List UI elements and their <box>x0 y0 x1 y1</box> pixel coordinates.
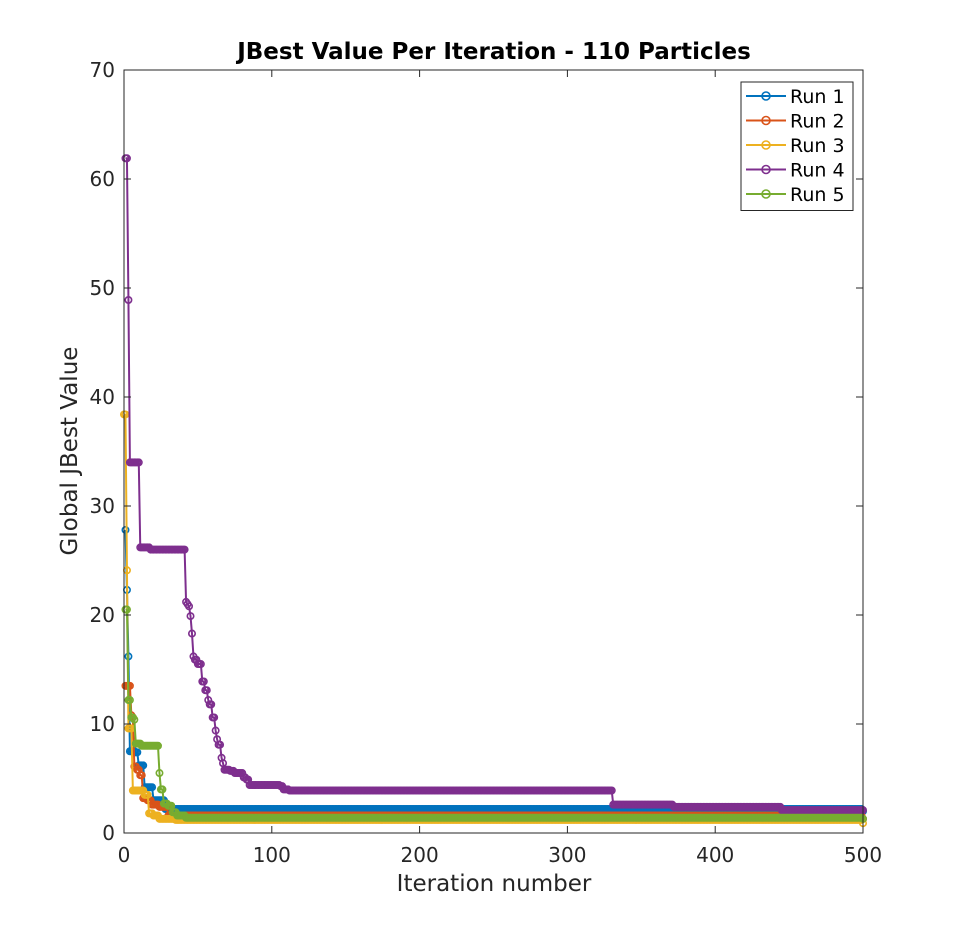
series-4 <box>121 154 867 815</box>
data-point <box>137 771 146 780</box>
data-point <box>186 612 195 621</box>
data-point <box>139 761 148 770</box>
x-tick-label: 100 <box>253 843 291 867</box>
data-point <box>153 741 162 750</box>
x-tick-label: 400 <box>696 843 734 867</box>
data-point <box>607 786 616 795</box>
x-tick-label: 300 <box>548 843 586 867</box>
data-point <box>187 629 196 638</box>
data-point <box>211 726 220 735</box>
legend-item: Run 1 <box>746 86 845 108</box>
legend-label: Run 1 <box>790 86 845 108</box>
data-point <box>148 783 157 792</box>
data-point <box>130 715 139 724</box>
legend-marker <box>761 140 771 150</box>
y-tick-label: 70 <box>90 58 115 82</box>
data-series-layer <box>120 154 867 828</box>
chart-title: JBest Value Per Iteration - 110 Particle… <box>235 39 751 65</box>
data-point <box>210 713 219 722</box>
legend-marker <box>761 115 771 126</box>
legend-label: Run 3 <box>790 135 845 157</box>
legend-label: Run 2 <box>790 111 845 133</box>
y-tick-label: 10 <box>90 712 115 736</box>
y-tick-label: 20 <box>90 603 115 627</box>
data-point <box>125 696 134 705</box>
data-point <box>207 700 216 709</box>
data-point <box>199 677 208 686</box>
y-tick-label: 0 <box>102 821 115 845</box>
y-axis-label: Global JBest Value <box>57 347 83 556</box>
data-point <box>180 545 189 554</box>
data-point <box>155 769 164 778</box>
legend-item: Run 2 <box>746 111 845 133</box>
x-axis-label: Iteration number <box>397 871 592 897</box>
legend-marker <box>761 91 771 101</box>
data-point <box>196 660 205 669</box>
data-point <box>202 686 211 695</box>
legend-item: Run 3 <box>746 135 845 157</box>
data-point <box>134 458 143 467</box>
legend-marker <box>761 189 771 199</box>
legend-item: Run 5 <box>746 184 845 206</box>
legend-item: Run 4 <box>746 160 845 182</box>
legend-box <box>740 81 854 211</box>
data-point <box>158 785 167 794</box>
x-tick-label: 500 <box>844 843 882 867</box>
data-point <box>121 525 130 534</box>
y-tick-label: 30 <box>90 494 115 518</box>
axis-ticks: 0 100 200 300 400 500 0 10 20 30 40 50 60 70 <box>90 58 883 867</box>
x-tick-label: 0 <box>118 843 131 867</box>
legend-marker <box>761 164 771 175</box>
plot-area <box>124 70 863 833</box>
data-point <box>125 681 134 690</box>
data-point <box>143 790 152 799</box>
legend-label: Run 4 <box>790 160 845 182</box>
y-tick-label: 50 <box>90 276 115 300</box>
legend-label: Run 5 <box>790 184 845 206</box>
plot-box <box>123 69 864 834</box>
series-5 <box>121 605 867 823</box>
y-tick-label: 40 <box>90 385 115 409</box>
y-tick-label: 60 <box>90 167 115 191</box>
data-point <box>124 295 133 304</box>
data-point <box>185 602 194 611</box>
x-tick-label: 200 <box>401 843 439 867</box>
data-point <box>216 740 225 749</box>
